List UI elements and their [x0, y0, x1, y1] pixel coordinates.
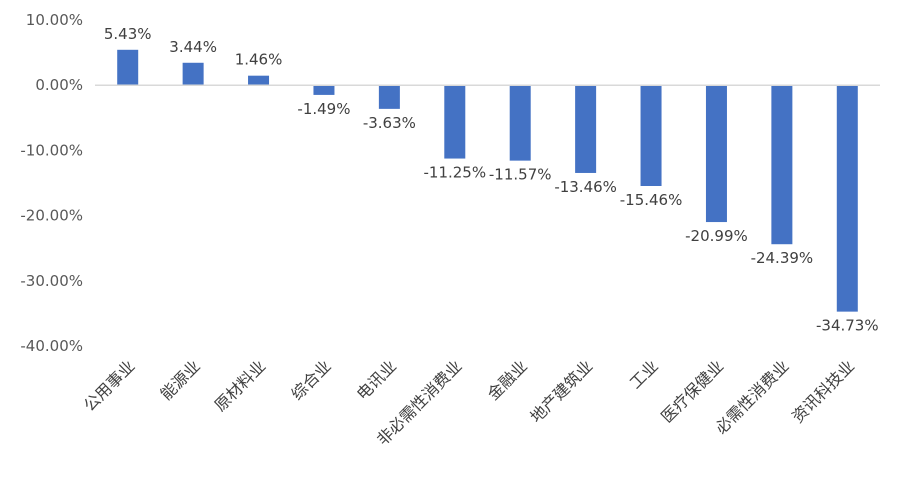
- category-label: 能源业: [157, 356, 204, 403]
- bar: [705, 85, 727, 223]
- y-tick-label: -10.00%: [20, 141, 83, 159]
- data-labels: 5.43% 3.44% 1.46% -1.49% -3.63% -11.25% -11.57…: [104, 25, 879, 335]
- y-tick-label: -40.00%: [20, 337, 83, 355]
- data-label: -34.73%: [816, 317, 879, 335]
- data-label: -11.25%: [423, 164, 486, 182]
- data-label: -15.46%: [620, 191, 683, 209]
- bar: [640, 85, 662, 186]
- category-label: 工业: [626, 356, 662, 392]
- data-label: -24.39%: [751, 249, 814, 267]
- category-label: 资讯科技业: [788, 356, 858, 426]
- category-label: 医疗保健业: [657, 356, 727, 426]
- category-label: 公用事业: [80, 356, 139, 415]
- data-label: -13.46%: [554, 178, 617, 196]
- bar: [378, 85, 400, 109]
- data-label: -1.49%: [297, 100, 350, 118]
- y-tick-label: 10.00%: [26, 11, 83, 29]
- bar: [313, 85, 335, 95]
- category-label: 原材料业: [211, 356, 270, 415]
- y-tick-label: -30.00%: [20, 272, 83, 290]
- y-tick-label: -20.00%: [20, 207, 83, 225]
- data-label: -3.63%: [363, 114, 416, 132]
- bar: [575, 85, 597, 173]
- bar: [182, 62, 204, 86]
- data-label: 1.46%: [235, 51, 283, 69]
- y-axis-ticks: 10.00% 0.00% -10.00% -20.00% -30.00% -40.00%: [20, 11, 83, 355]
- category-label: 综合业: [287, 356, 334, 403]
- bar: [509, 85, 531, 161]
- data-label: 3.44%: [169, 38, 217, 56]
- bars: [117, 49, 858, 312]
- y-tick-label: 0.00%: [35, 76, 83, 94]
- category-label: 电讯业: [353, 356, 400, 403]
- bar: [444, 85, 466, 159]
- bar: [771, 85, 793, 245]
- bar: [117, 49, 139, 86]
- category-label: 金融业: [484, 356, 531, 403]
- bar: [836, 85, 858, 312]
- data-label: -11.57%: [489, 166, 552, 184]
- data-label: -20.99%: [685, 227, 748, 245]
- data-label: 5.43%: [104, 25, 152, 43]
- bar: [248, 75, 270, 86]
- category-label: 地产建筑业: [526, 356, 596, 426]
